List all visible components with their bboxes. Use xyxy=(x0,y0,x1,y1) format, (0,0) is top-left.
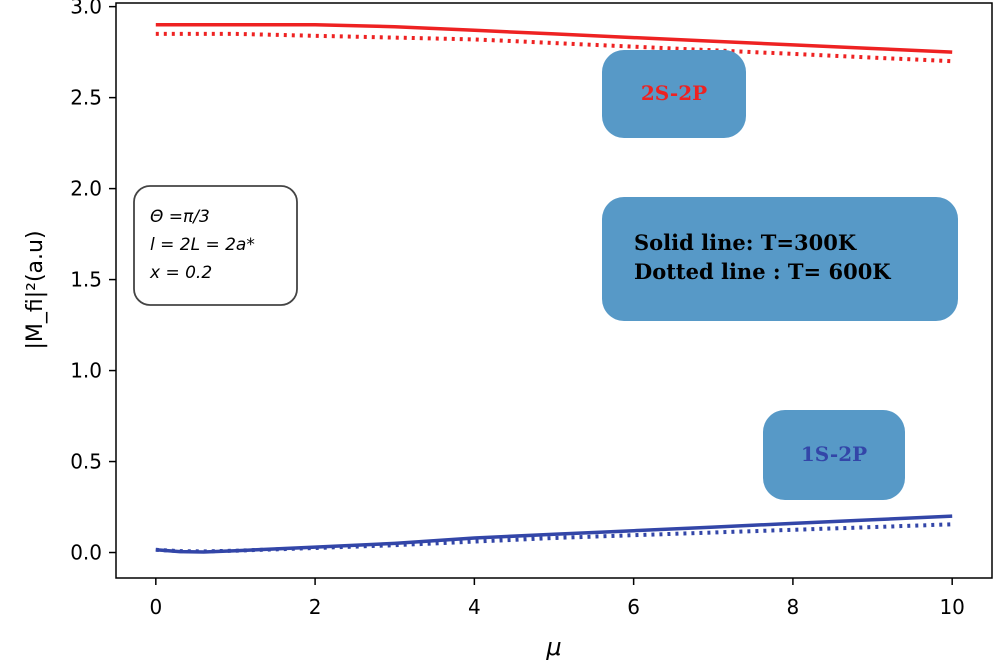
x-tick-label: 8 xyxy=(787,595,800,619)
y-tick-label: 0.5 xyxy=(70,450,102,474)
line-style-legend: Solid line: T=300K Dotted line : T= 600K xyxy=(602,197,958,321)
x-tick-label: 10 xyxy=(939,595,964,619)
x-tick-label: 4 xyxy=(468,595,481,619)
x-axis-ticks: 0 2 4 6 8 10 xyxy=(149,578,965,619)
params-line-1: Θ =π/3 xyxy=(150,207,210,227)
legend-solid-text: Solid line: T=300K xyxy=(634,230,857,255)
legend-dotted-text: Dotted line : T= 600K xyxy=(634,259,891,284)
svg-text:|M_fi|²(a.u): |M_fi|²(a.u) xyxy=(23,230,48,349)
y-tick-label: 1.5 xyxy=(70,268,102,292)
x-tick-label: 6 xyxy=(627,595,640,619)
y-tick-label: 0.0 xyxy=(70,541,102,565)
y-tick-label: 2.5 xyxy=(70,86,102,110)
params-line-3: x = 0.2 xyxy=(149,263,212,283)
y-tick-label: 1.0 xyxy=(70,359,102,383)
label-2s2p-box: 2S-2P xyxy=(602,50,746,138)
y-tick-label: 3.0 xyxy=(70,0,102,19)
x-axis-title: μ xyxy=(545,633,561,661)
x-tick-label: 0 xyxy=(149,595,162,619)
label-1s2p: 1S-2P xyxy=(801,442,867,466)
series-line-2s2p-600 xyxy=(155,31,953,64)
series-line-1s2p-300 xyxy=(155,514,953,554)
y-axis-ticks: 0.0 0.5 1.0 1.5 2.0 2.5 3.0 xyxy=(70,0,116,565)
x-tick-label: 2 xyxy=(309,595,322,619)
y-tick-label: 2.0 xyxy=(70,177,102,201)
series-line-2s2p-300 xyxy=(155,23,953,54)
plot-frame xyxy=(115,2,993,579)
label-2s2p: 2S-2P xyxy=(641,81,707,105)
params-box: Θ =π/3 l = 2L = 2a* x = 0.2 xyxy=(133,185,298,306)
plot-lines xyxy=(155,23,953,554)
y-axis-title: |M_fi|²(a.u) xyxy=(23,230,48,349)
label-1s2p-box: 1S-2P xyxy=(763,410,905,500)
y-axis-title-text: |M_fi|²(a.u) xyxy=(23,230,48,349)
params-line-2: l = 2L = 2a* xyxy=(150,235,255,255)
